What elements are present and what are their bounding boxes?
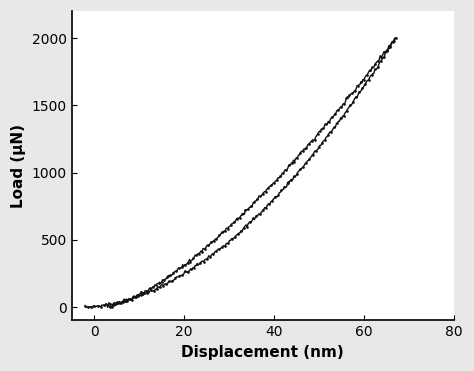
Y-axis label: Load (μN): Load (μN) (11, 124, 26, 208)
X-axis label: Displacement (nm): Displacement (nm) (182, 345, 344, 360)
